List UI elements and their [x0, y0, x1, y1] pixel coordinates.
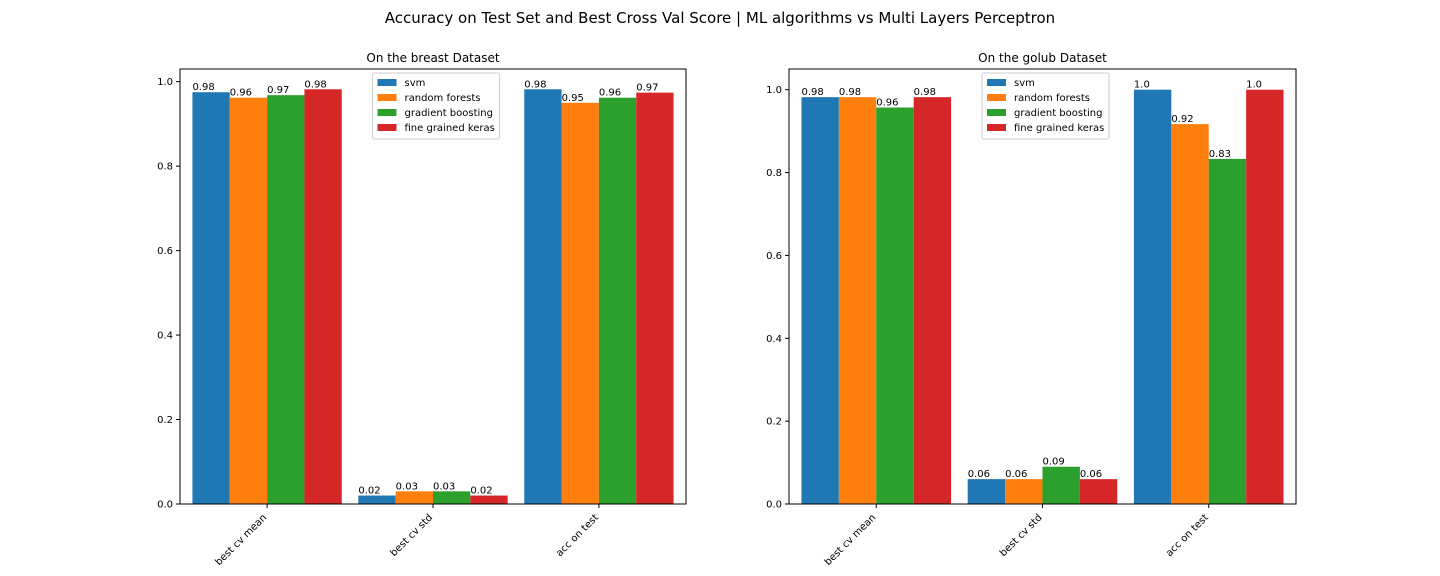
legend-label-random-forests: random forests	[405, 93, 481, 104]
bar-random-forests-best-cv-mean	[229, 97, 268, 504]
y-tick-label: 0.2	[766, 417, 782, 428]
bar-gradient-boosting-acc-on-test	[598, 97, 637, 504]
legend: svm random forests gradient boosting fine g…	[372, 72, 500, 140]
bar-svm-best-cv-mean	[801, 97, 839, 505]
legend-label-svm: svm	[1014, 78, 1035, 89]
legend-swatch-random-forests	[987, 94, 1006, 101]
bar-gradient-boosting-acc-on-test	[1208, 158, 1247, 504]
legend-label-gradient-boosting: gradient boosting	[405, 108, 493, 119]
bar-gradient-boosting-best-cv-std	[433, 491, 471, 504]
bar-value-label: 0.96	[230, 88, 252, 99]
legend-swatch-svm	[377, 79, 397, 86]
legend-label-fine-grained-keras: fine grained keras	[405, 123, 495, 134]
bar-gradient-boosting-best-cv-std	[1042, 466, 1080, 504]
y-tick-label: 1.0	[157, 77, 173, 88]
bar-random-forests-best-cv-std	[1005, 479, 1043, 504]
bar-value-label: 1.0	[1134, 80, 1150, 91]
bar-value-label: 0.96	[876, 98, 898, 109]
bar-value-label: 0.96	[599, 88, 621, 99]
bar-random-forests-best-cv-mean	[838, 97, 877, 505]
bar-fine-grained-keras-best-cv-std	[470, 495, 508, 504]
bar-value-label: 0.92	[1171, 114, 1193, 125]
y-tick-label: 0.2	[157, 415, 173, 426]
bar-value-label: 0.98	[524, 79, 546, 90]
y-tick-label: 0.8	[157, 162, 173, 173]
bar-svm-best-cv-mean	[192, 92, 230, 505]
bar-value-label: 0.03	[433, 481, 455, 492]
bar-value-label: 0.98	[801, 87, 823, 98]
x-tick-label: best cv mean	[214, 512, 270, 568]
chart-panel-2: On the golub Dataset 0.98 0.06 1.0 0.98 0.06 0…	[766, 51, 1297, 568]
bar-value-label: 0.02	[470, 486, 492, 497]
bar-fine-grained-keras-best-cv-mean	[304, 89, 342, 504]
bar-value-label: 0.98	[192, 82, 214, 93]
y-tick-label: 0.4	[157, 331, 173, 342]
legend-swatch-gradient-boosting	[377, 109, 397, 116]
chart-title: On the breast Dataset	[366, 51, 499, 65]
legend-box	[981, 72, 1110, 140]
bar-value-label: 0.06	[1005, 469, 1027, 480]
bar-value-label: 0.97	[636, 83, 658, 94]
chart-title: On the golub Dataset	[978, 51, 1107, 65]
bar-random-forests-best-cv-std	[395, 491, 433, 504]
bar-value-label: 0.06	[1080, 469, 1102, 480]
legend-label-svm: svm	[405, 78, 426, 89]
y-tick-label: 0.4	[766, 334, 782, 345]
bar-value-label: 0.98	[304, 79, 326, 90]
bar-value-label: 0.02	[358, 486, 380, 497]
bar-value-label: 0.83	[1209, 149, 1231, 160]
legend: svm random forests gradient boosting fine g…	[981, 72, 1110, 140]
bar-gradient-boosting-best-cv-mean	[267, 95, 305, 505]
legend-label-gradient-boosting: gradient boosting	[1014, 108, 1102, 119]
bar-svm-best-cv-std	[358, 495, 396, 504]
bar-svm-best-cv-std	[967, 479, 1006, 504]
bar-random-forests-acc-on-test	[1171, 124, 1209, 504]
figure-title: Accuracy on Test Set and Best Cross Val …	[384, 9, 1056, 27]
x-tick-label: acc on test	[554, 512, 601, 559]
y-tick-label: 0.0	[766, 500, 782, 511]
bar-fine-grained-keras-best-cv-std	[1079, 479, 1118, 504]
y-tick-label: 0.6	[157, 246, 173, 257]
y-tick-label: 1.0	[766, 85, 782, 96]
bar-svm-acc-on-test	[524, 89, 562, 504]
y-tick-label: 0.0	[157, 500, 173, 511]
x-tick-label: best cv mean	[823, 512, 879, 568]
bar-fine-grained-keras-best-cv-mean	[913, 97, 952, 505]
legend-label-fine-grained-keras: fine grained keras	[1014, 123, 1104, 134]
legend-swatch-gradient-boosting	[987, 109, 1006, 116]
bar-fine-grained-keras-acc-on-test	[1246, 89, 1284, 504]
bar-fine-grained-keras-acc-on-test	[636, 92, 674, 504]
x-tick-label: acc on test	[1164, 512, 1211, 559]
chart-panel-1: On the breast Dataset 0.98 0.02 0.98 0.96 0.0…	[157, 51, 687, 568]
bar-gradient-boosting-best-cv-mean	[876, 107, 914, 505]
legend-swatch-random-forests	[377, 94, 397, 101]
legend-swatch-fine-grained-keras	[377, 124, 397, 131]
bar-value-label: 0.06	[968, 469, 990, 480]
legend-swatch-fine-grained-keras	[987, 124, 1006, 131]
bar-value-label: 0.09	[1043, 457, 1065, 468]
x-tick-label: best cv std	[998, 512, 1045, 559]
bar-value-label: 0.97	[267, 85, 289, 96]
bar-value-label: 0.95	[562, 93, 584, 104]
legend-swatch-svm	[987, 79, 1006, 86]
bar-svm-acc-on-test	[1133, 89, 1172, 504]
bar-value-label: 1.0	[1246, 80, 1262, 91]
legend-box	[372, 72, 500, 140]
y-tick-label: 0.6	[766, 251, 782, 262]
x-tick-label: best cv std	[389, 512, 436, 559]
bar-value-label: 0.98	[839, 87, 861, 98]
bar-random-forests-acc-on-test	[561, 102, 599, 504]
bar-value-label: 0.03	[396, 481, 418, 492]
legend-label-random-forests: random forests	[1014, 93, 1090, 104]
bar-value-label: 0.98	[914, 87, 936, 98]
y-tick-label: 0.8	[766, 168, 782, 179]
